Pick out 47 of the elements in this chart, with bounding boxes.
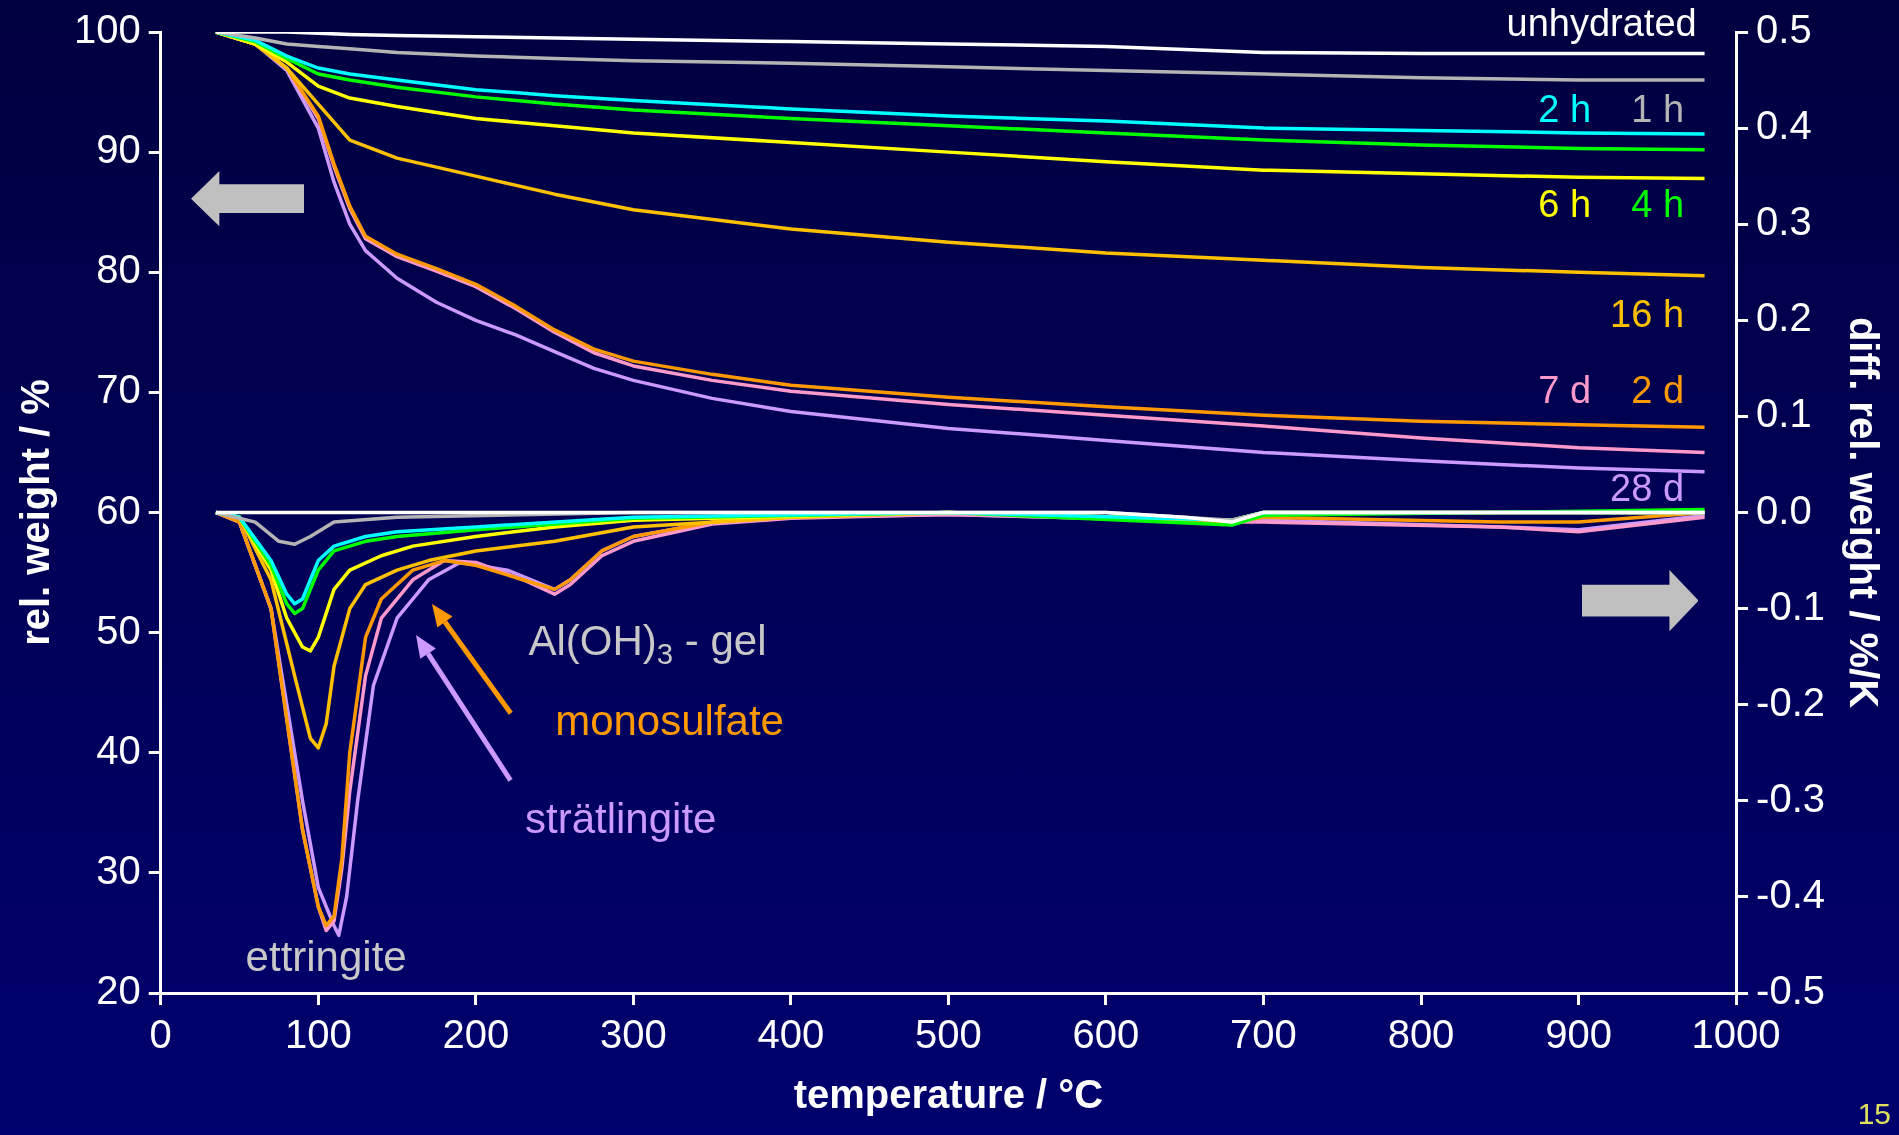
y2-tick-label: 0.0 — [1756, 487, 1812, 532]
x-tick-label: 500 — [915, 1012, 982, 1057]
series-label: 16 h — [1610, 293, 1685, 336]
x-tick-label: 200 — [442, 1012, 510, 1057]
x-axis-title: temperature / °C — [793, 1072, 1104, 1117]
x-tick-label: 400 — [757, 1012, 825, 1057]
y2-tick-label: 0.1 — [1756, 391, 1812, 436]
x-tick-label: 800 — [1387, 1012, 1455, 1057]
x-tick-label: 700 — [1230, 1012, 1297, 1057]
y2-tick-label: -0.4 — [1756, 871, 1826, 916]
annotation: monosulfate — [555, 697, 784, 745]
y-tick-label: 70 — [96, 367, 141, 412]
y2-tick-label: 0.2 — [1756, 295, 1812, 340]
series-label: 4 h — [1631, 182, 1685, 225]
y2-tick-label: -0.3 — [1756, 775, 1826, 820]
series-label: 2 h — [1538, 87, 1592, 130]
y-tick-label: 50 — [96, 607, 141, 652]
series-label: 28 d — [1610, 467, 1685, 510]
text: 15 — [1857, 1097, 1891, 1131]
y2-tick-label: -0.2 — [1756, 679, 1826, 724]
y2-tick-label: -0.1 — [1756, 583, 1826, 628]
y2-tick-label: -0.5 — [1756, 968, 1826, 1013]
y2-tick-label: 0.5 — [1756, 7, 1812, 52]
y2-tick-label: 0.4 — [1756, 103, 1812, 148]
y-tick-label: 20 — [96, 968, 141, 1013]
series-label: unhydrated — [1506, 2, 1697, 45]
x-tick-label: 1000 — [1691, 1012, 1781, 1057]
x-tick-label: 300 — [599, 1012, 667, 1057]
y-tick-label: 100 — [73, 7, 141, 52]
series-label: 1 h — [1631, 87, 1685, 130]
series-label: 7 d — [1538, 368, 1592, 411]
x-tick-label: 900 — [1545, 1012, 1612, 1057]
y-tick-label: 60 — [96, 487, 141, 532]
y-tick-label: 40 — [96, 727, 141, 772]
y-tick-label: 80 — [96, 247, 141, 292]
x-tick-label: 0 — [149, 1012, 172, 1057]
y-tick-label: 30 — [96, 847, 141, 892]
y2-axis-title: diff. rel. weight / %/K — [1841, 316, 1886, 709]
y-tick-label: 90 — [96, 127, 141, 172]
y-axis-title: rel. weight / % — [13, 379, 58, 646]
series-label: 6 h — [1538, 182, 1592, 225]
y2-tick-label: 0.3 — [1756, 199, 1812, 244]
annotation: strätlingite — [525, 794, 717, 842]
series-label: 2 d — [1631, 368, 1685, 411]
x-tick-label: 100 — [284, 1012, 352, 1057]
annotation: ettringite — [245, 932, 407, 980]
x-tick-label: 600 — [1072, 1012, 1140, 1057]
